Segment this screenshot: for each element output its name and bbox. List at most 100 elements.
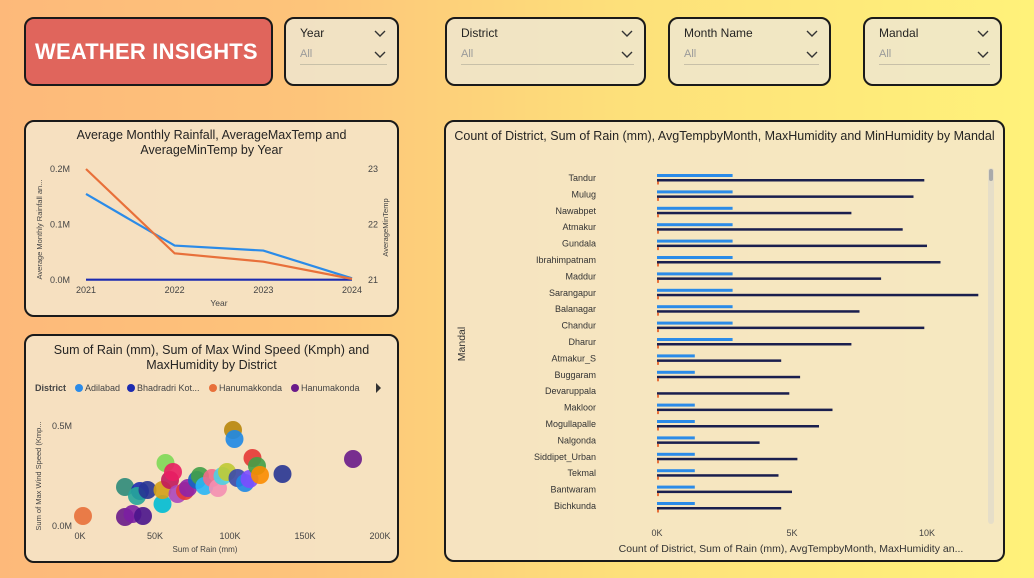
bar-category-label: Chandur <box>561 321 596 331</box>
legend-next-arrow-icon <box>376 383 381 393</box>
bar-orange <box>657 361 659 365</box>
slicer-month-value: All <box>684 48 697 60</box>
bar-category-label: Tandur <box>568 173 596 183</box>
y-tick-label: 0.0M <box>52 521 72 531</box>
bar-category-label: Gundala <box>562 239 596 249</box>
x-axis-title: Count of District, Sum of Rain (mm), Avg… <box>619 543 964 555</box>
bar-orange <box>657 296 659 300</box>
bar-chart: Tandur Mulug Nawabpet Atmakur Gundala Ibrahim… <box>456 168 994 555</box>
bar-blue <box>657 288 733 292</box>
chevron-down-icon[interactable] <box>976 28 990 38</box>
bar-orange <box>657 443 659 447</box>
bar-orange <box>657 509 659 513</box>
bar-category-label: Mulug <box>571 189 596 199</box>
x-tick-label: 200K <box>369 531 390 541</box>
slicer-year[interactable]: Year All <box>284 17 399 86</box>
bar-category-label: Maddur <box>565 271 596 281</box>
scatter-chart-title: Sum of Rain (mm), Sum of Max Wind Speed … <box>53 343 370 372</box>
chevron-down-icon[interactable] <box>373 28 387 38</box>
chevron-down-icon[interactable] <box>620 49 634 59</box>
legend-label: Adilabad <box>85 383 120 393</box>
bar-navy <box>657 211 852 215</box>
bar-navy <box>657 359 782 362</box>
bar-blue <box>657 420 695 423</box>
y-tick-label: 0.5M <box>52 421 72 431</box>
bar-chart-title: Count of District, Sum of Rain (mm), Avg… <box>454 129 995 143</box>
slicer-mandal[interactable]: Mandal All <box>863 17 1002 86</box>
line-series-2 <box>85 168 353 280</box>
legend-marker <box>209 384 217 392</box>
bar-blue <box>657 370 695 374</box>
bar-orange <box>657 411 659 415</box>
scatter-point <box>153 495 172 513</box>
bar-orange <box>657 312 659 316</box>
bar-navy <box>657 343 852 346</box>
x-tick-label: 2023 <box>253 285 273 295</box>
x-tick-label: 0K <box>74 531 85 541</box>
bar-category-label: Balanagar <box>555 304 596 314</box>
bar-blue <box>657 403 695 407</box>
bar-navy <box>657 326 925 330</box>
bar-orange <box>657 427 659 431</box>
bar-chart-panel: Count of District, Sum of Rain (mm), Avg… <box>444 120 1005 562</box>
bar-blue <box>657 452 695 456</box>
y2-tick-label: 22 <box>368 220 378 230</box>
bar-orange <box>657 460 659 464</box>
chevron-down-icon[interactable] <box>976 49 990 59</box>
bar-navy <box>657 179 925 182</box>
bar-navy <box>657 507 782 510</box>
bar-orange <box>657 394 659 398</box>
x-tick-label: 2021 <box>76 285 96 295</box>
slicer-month-name[interactable]: Month Name All <box>668 17 831 86</box>
x-tick-label: 2022 <box>165 285 185 295</box>
bar-category-label: Devaruppala <box>545 386 596 396</box>
bar-blue <box>657 469 695 473</box>
x-tick-label: 150K <box>294 531 315 541</box>
bar-category-label: Atmakur <box>562 222 596 232</box>
bar-orange <box>657 329 659 333</box>
y2-tick-label: 21 <box>368 275 378 285</box>
bar-orange <box>657 214 659 218</box>
bar-navy <box>657 425 819 428</box>
bar-blue <box>657 272 733 276</box>
bar-orange <box>657 493 659 497</box>
y-tick-label: 0.2M <box>50 164 70 174</box>
chevron-down-icon[interactable] <box>805 49 819 59</box>
chevron-down-icon[interactable] <box>620 28 634 38</box>
bar-category-label: Sarangapur <box>549 288 596 298</box>
bar-navy <box>657 457 798 461</box>
bar-orange <box>657 279 659 283</box>
report-title: WEATHER INSIGHTS <box>35 38 258 64</box>
bar-category-label: Nalgonda <box>557 435 596 445</box>
bar-blue <box>657 190 733 194</box>
bar-orange <box>657 197 659 201</box>
bar-blue <box>657 256 733 259</box>
bar-navy <box>657 261 941 264</box>
scatter-point <box>74 507 92 525</box>
slicer-district[interactable]: District All <box>445 17 646 86</box>
y2-axis-title: AverageMinTemp <box>381 198 390 256</box>
bar-blue <box>657 321 733 325</box>
y-axis-title: Average Monthly Rainfall an... <box>35 180 44 280</box>
bar-blue <box>657 485 695 489</box>
line-chart: 0.2M 0.1M 0.0M 23 22 21 2021 2022 2023 2024 Year Av… <box>35 164 390 308</box>
chevron-down-icon[interactable] <box>373 49 387 59</box>
x-tick-label: 50K <box>147 531 163 541</box>
y2-tick-label: 23 <box>368 164 378 174</box>
bar-navy <box>657 474 779 477</box>
x-tick-label: 2024 <box>342 285 362 295</box>
scatter-point <box>273 465 292 483</box>
bar-orange <box>657 247 659 251</box>
bar-navy <box>657 490 792 494</box>
chevron-down-icon[interactable] <box>805 28 819 38</box>
bar-category-label: Bantwaram <box>550 485 596 495</box>
bar-blue <box>657 354 695 358</box>
bar-navy <box>657 441 760 444</box>
bar-blue <box>657 206 733 210</box>
y-tick-label: 0.1M <box>50 220 70 230</box>
bar-navy <box>657 244 927 248</box>
bar-category-label: Ibrahimpatnam <box>536 255 596 265</box>
scrollbar-track <box>988 168 994 524</box>
bar-category-label: Siddipet_Urban <box>534 452 596 462</box>
scatter-point <box>164 463 182 481</box>
